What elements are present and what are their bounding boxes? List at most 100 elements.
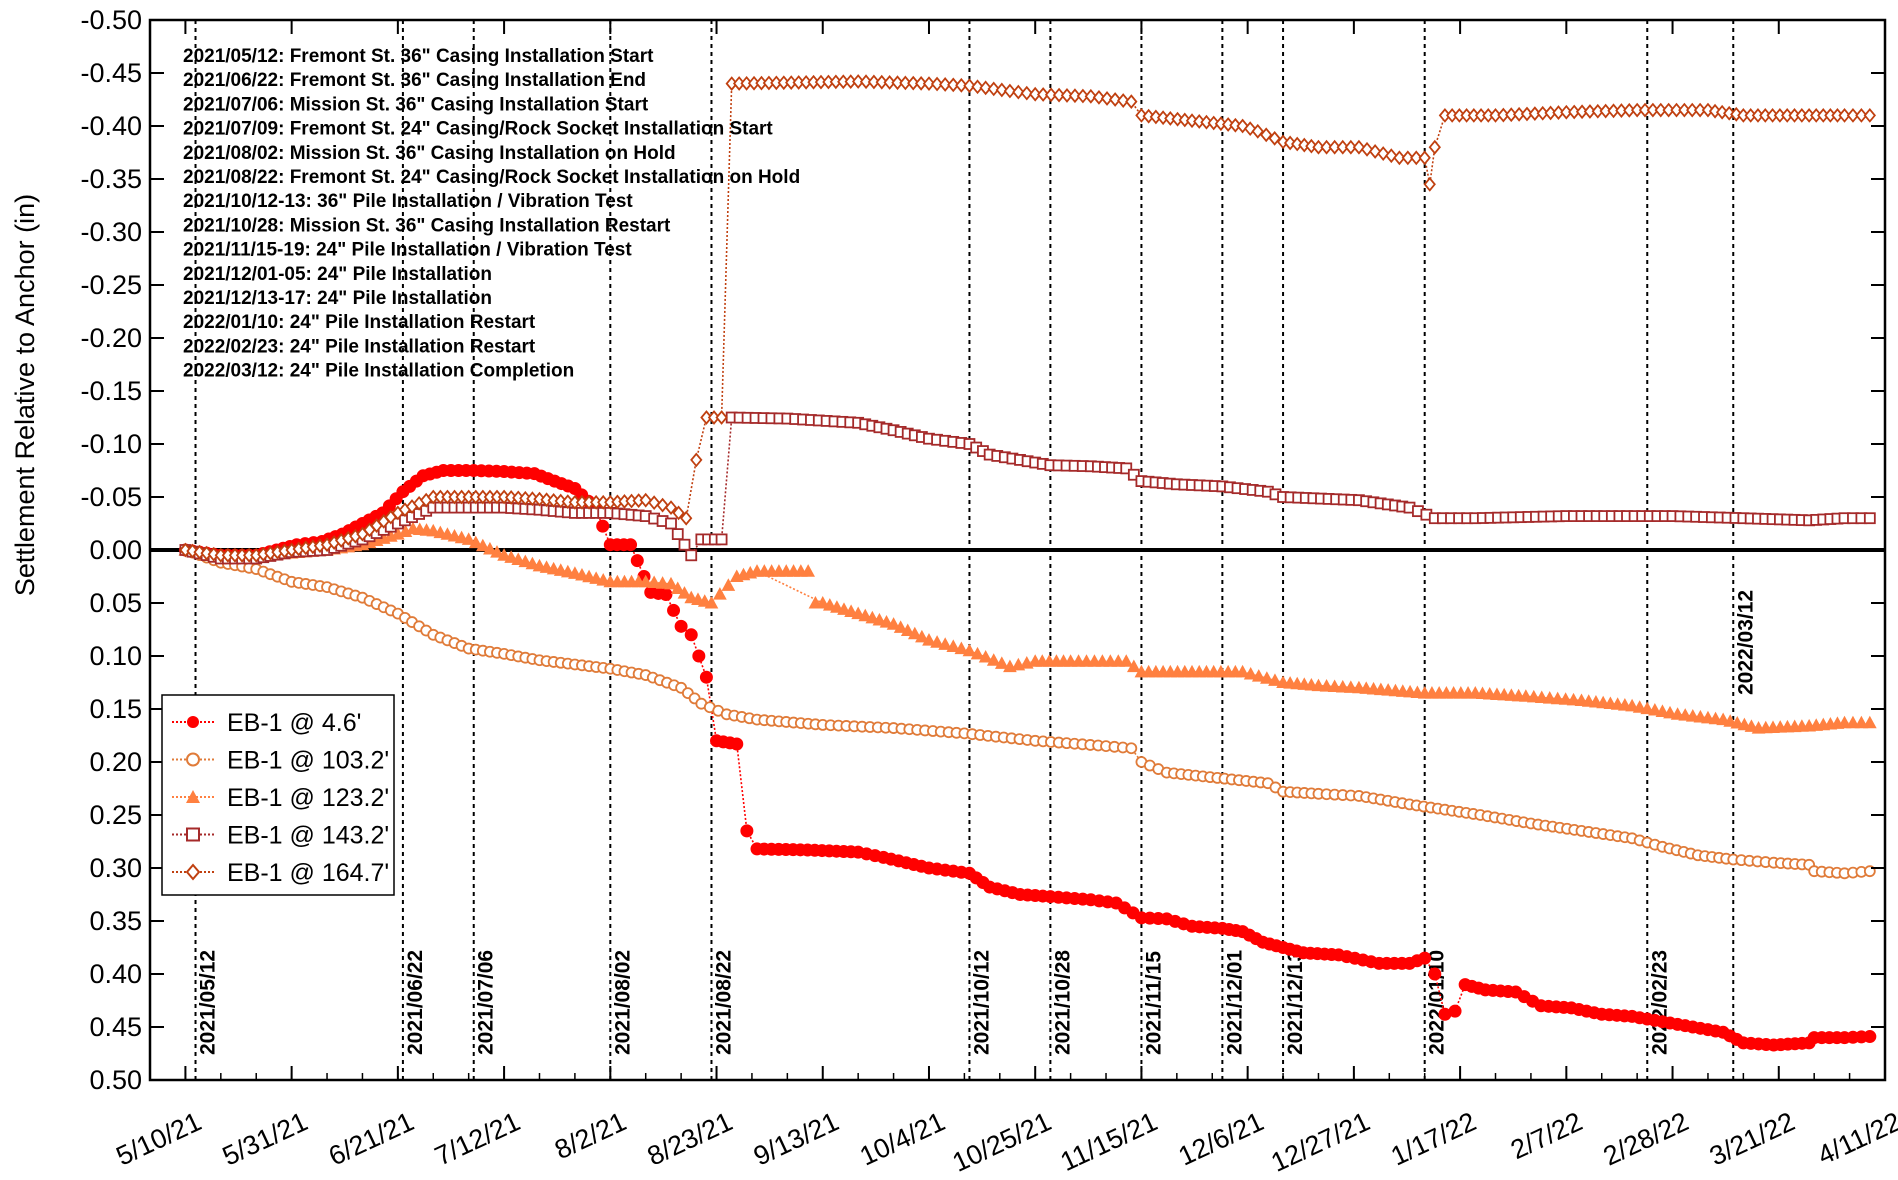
annotation-line: 2021/07/09: Fremont St. 24" Casing/Rock …	[183, 119, 773, 140]
data-point	[1251, 669, 1266, 682]
series-group	[179, 411, 1876, 565]
data-point	[1291, 136, 1304, 152]
data-point	[715, 533, 728, 546]
data-point	[1646, 102, 1660, 118]
data-point	[1368, 144, 1382, 159]
data-point	[859, 74, 873, 90]
data-point	[1084, 88, 1098, 104]
data-point	[647, 575, 661, 589]
data-point	[858, 608, 873, 622]
series-group	[178, 464, 1877, 1052]
legend-marker	[186, 752, 200, 767]
data-point	[872, 612, 887, 626]
data-point	[1298, 137, 1311, 153]
annotation-line: 2022/01/10: 24" Pile Installation Restar…	[183, 312, 536, 333]
data-point	[1566, 692, 1581, 706]
data-point	[851, 606, 866, 620]
data-point	[1044, 87, 1058, 103]
annotation-line: 2022/03/12: 24" Pile Installation Comple…	[183, 361, 574, 382]
data-point	[1156, 110, 1170, 126]
annotations-block: 2021/05/12: Fremont St. 36" Casing Insta…	[183, 46, 800, 382]
data-point	[678, 538, 691, 551]
data-point	[1235, 664, 1250, 678]
data-point	[630, 554, 644, 568]
data-point	[1715, 104, 1729, 120]
y-tick-label: 0.25	[89, 800, 142, 830]
data-point	[656, 497, 669, 513]
data-point	[1319, 679, 1334, 692]
legend-entry: EB-1 @ 4.6'	[172, 709, 361, 737]
y-tick-label: 0.00	[89, 535, 142, 565]
data-point	[995, 82, 1008, 98]
data-point	[922, 633, 936, 646]
data-point	[664, 500, 678, 516]
data-point	[207, 546, 220, 562]
data-point	[490, 545, 504, 558]
data-point	[1655, 704, 1670, 717]
data-point	[1550, 691, 1565, 705]
data-point	[1260, 127, 1273, 143]
data-point	[665, 517, 677, 530]
y-tick-label: -0.10	[80, 429, 142, 459]
legend-label: EB-1 @ 123.2'	[227, 784, 389, 812]
data-point	[1862, 715, 1877, 729]
data-point	[1863, 1030, 1877, 1044]
data-point	[1320, 139, 1333, 155]
data-point	[1305, 138, 1318, 154]
data-point	[690, 452, 703, 468]
data-point	[1092, 89, 1106, 105]
data-point	[1214, 116, 1228, 132]
data-point	[1701, 102, 1715, 118]
legend-entry: EB-1 @ 164.7'	[172, 859, 389, 887]
data-point	[865, 610, 880, 624]
data-point	[1846, 107, 1860, 123]
data-point	[1276, 134, 1290, 150]
data-point	[461, 532, 476, 545]
data-point	[1149, 109, 1163, 125]
data-point	[1730, 106, 1743, 122]
data-point	[1662, 102, 1675, 118]
data-point	[947, 77, 960, 93]
data-point	[1125, 742, 1138, 755]
data-point	[186, 543, 199, 559]
data-point	[475, 538, 490, 552]
data-point	[986, 653, 1001, 666]
data-point	[1251, 123, 1264, 139]
y-tick-label: -0.40	[80, 111, 142, 141]
legend-label: EB-1 @ 164.7'	[227, 859, 389, 887]
data-point	[1268, 130, 1281, 146]
legend-entry: EB-1 @ 143.2'	[172, 822, 389, 850]
data-point	[822, 598, 837, 611]
data-point	[938, 77, 952, 92]
data-point	[1052, 87, 1066, 103]
data-point	[1855, 107, 1868, 123]
data-point	[801, 564, 815, 577]
data-point	[1193, 114, 1206, 129]
data-point	[1164, 111, 1177, 126]
data-point	[987, 81, 1000, 97]
data-point	[684, 628, 698, 642]
data-point	[685, 549, 698, 562]
data-point	[875, 74, 888, 90]
data-point	[674, 619, 688, 633]
annotation-line: 2021/05/12: Fremont St. 36" Casing Insta…	[183, 46, 654, 67]
y-tick-label: -0.30	[80, 217, 142, 247]
data-point	[907, 626, 922, 640]
legend-marker	[186, 790, 200, 803]
event-line-label: 2021/10/12	[970, 950, 993, 1055]
data-point	[664, 576, 678, 590]
data-point	[1534, 690, 1549, 703]
y-tick-label: 0.20	[89, 747, 142, 777]
series-group	[179, 544, 1876, 880]
data-point	[955, 77, 968, 93]
data-point	[954, 641, 969, 655]
data-point	[1863, 512, 1876, 525]
data-point	[1640, 701, 1655, 715]
data-point	[946, 639, 961, 652]
data-point	[915, 629, 929, 643]
data-point	[1221, 117, 1235, 132]
data-point	[1519, 689, 1533, 702]
data-point	[1448, 1004, 1462, 1018]
data-point	[830, 600, 844, 613]
